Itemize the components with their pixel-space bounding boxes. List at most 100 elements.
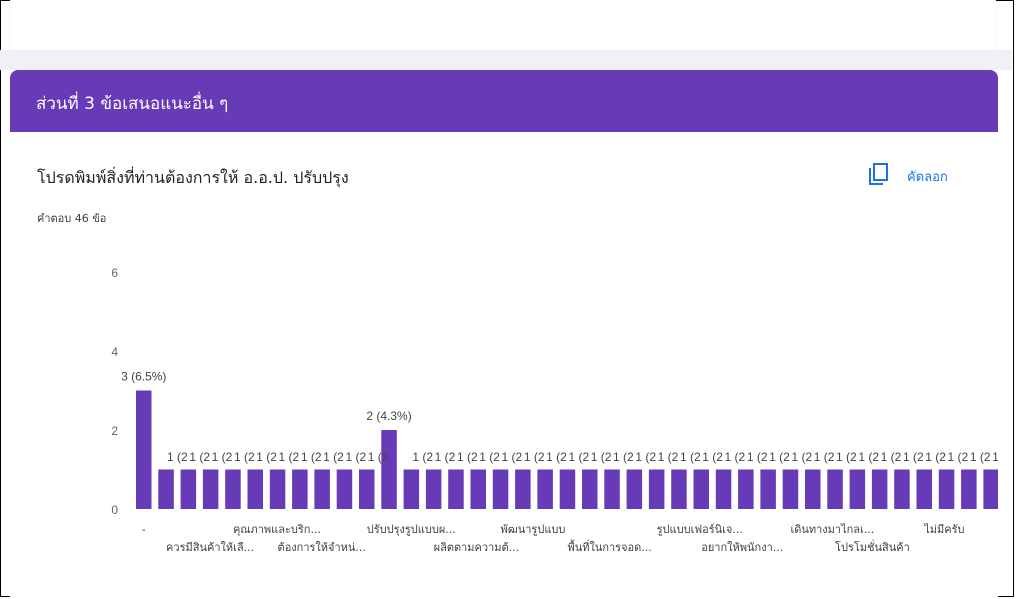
data-label: 1 (2 xyxy=(345,450,366,464)
category-label: พัฒนารูปแบบ xyxy=(501,523,566,536)
data-label: 1 (2 xyxy=(836,450,857,464)
data-label: 1 (2 xyxy=(814,450,835,464)
data-label: 1 (2 xyxy=(301,450,322,464)
data-label: 1 (2 xyxy=(680,450,701,464)
bar xyxy=(425,469,442,509)
bar xyxy=(180,469,197,509)
bar xyxy=(448,469,464,509)
category-label: โปรโมชั่นสินค้า xyxy=(835,539,910,554)
data-label: 1 (2 xyxy=(881,450,902,464)
bar xyxy=(961,469,977,509)
data-label: 1 (2 xyxy=(457,450,478,464)
bar xyxy=(983,469,998,509)
bar xyxy=(559,469,576,509)
bar xyxy=(470,469,486,509)
response-count: คำตอบ 46 ข้อ xyxy=(37,212,107,225)
bar xyxy=(492,469,509,509)
data-label: 1 (2 xyxy=(479,450,500,464)
bar xyxy=(292,469,308,509)
question-summary-card: โปรดพิมพ์สิ่งที่ท่านต้องการให้ อ.อ.ป. ปร… xyxy=(10,132,998,597)
bar xyxy=(626,469,643,509)
data-label: 1 (2 xyxy=(256,450,277,464)
data-label: 1 (2 xyxy=(167,450,188,464)
bar xyxy=(515,469,531,509)
bar xyxy=(738,469,754,509)
data-label: 1 (2 xyxy=(524,450,545,464)
bar xyxy=(336,469,353,509)
category-label: คุณภาพและบริก... xyxy=(233,523,321,536)
y-tick-label: 2 xyxy=(111,424,118,438)
data-label: 1 (2 xyxy=(212,450,233,464)
question-title: โปรดพิมพ์สิ่งที่ท่านต้องการให้ อ.อ.ป. ปร… xyxy=(37,168,349,187)
data-label: 1 (2 xyxy=(948,450,969,464)
data-label: 1 (2 xyxy=(591,450,612,464)
bar xyxy=(314,469,330,509)
bar xyxy=(247,469,263,509)
category-label: ต้องการให้จำหน่... xyxy=(278,541,366,554)
bar xyxy=(782,469,799,509)
bar xyxy=(202,469,219,509)
y-tick-label: 6 xyxy=(111,266,118,280)
data-label: 1 (2 xyxy=(412,450,433,464)
category-label: ผลิตตามความต้... xyxy=(434,541,520,554)
data-label: 3 (6.5%) xyxy=(121,370,166,384)
bar xyxy=(225,469,241,509)
bar xyxy=(269,469,286,509)
bar xyxy=(827,469,843,509)
copy-button[interactable]: คัดลอก xyxy=(867,160,977,190)
data-label: 1 (2 xyxy=(546,450,567,464)
bar xyxy=(938,469,955,509)
bar xyxy=(871,469,888,509)
data-label: 1 (2 xyxy=(925,450,946,464)
data-label: 1 (2 xyxy=(747,450,768,464)
section-header: ส่วนที่ 3 ข้อเสนอแนะอื่น ๆ xyxy=(10,70,998,132)
bar xyxy=(582,469,598,509)
bar xyxy=(158,469,174,509)
data-label: 1 (2 xyxy=(635,450,656,464)
data-label: 1 (2 xyxy=(858,450,879,464)
category-label: ปรับปรุงรูปแบบผ... xyxy=(367,523,456,536)
copy-label: คัดลอก xyxy=(907,170,948,185)
data-label: 1 (2 xyxy=(279,450,300,464)
data-label: 1 (2 xyxy=(992,450,998,464)
data-label: 2 (4.3%) xyxy=(366,409,411,423)
bar xyxy=(648,469,665,509)
bar xyxy=(805,469,821,509)
bar xyxy=(849,469,866,509)
data-label: 1 (2 xyxy=(189,450,210,464)
data-label: 1 (2 xyxy=(769,450,790,464)
section-title: ส่วนที่ 3 ข้อเสนอแนะอื่น ๆ xyxy=(36,94,229,114)
category-label: เดินทางมาไกลเ... xyxy=(790,523,874,536)
bar xyxy=(671,469,687,509)
data-label: 1 (2 xyxy=(702,450,723,464)
bar xyxy=(604,469,620,509)
bar xyxy=(760,469,776,509)
data-label: 1 (2 xyxy=(903,450,924,464)
data-label: 1 (2 xyxy=(502,450,523,464)
data-label: 1 (2 xyxy=(613,450,634,464)
category-label: ควรมีสินค้าให้เลื... xyxy=(166,541,254,554)
data-label: 1 (2 xyxy=(725,450,746,464)
data-label: 1 (2 xyxy=(234,450,255,464)
category-label: อยากให้พนักงา... xyxy=(701,541,783,554)
y-tick-label: 4 xyxy=(111,345,118,359)
bar xyxy=(359,469,375,509)
data-label: 1 (2 xyxy=(323,450,344,464)
data-label: 1 (2 xyxy=(435,450,456,464)
y-tick-label: 0 xyxy=(111,503,118,517)
page-background xyxy=(0,50,1012,70)
bar xyxy=(381,430,397,509)
data-label: 1 (2 xyxy=(791,450,812,464)
category-label: รูปแบบเฟอร์นิเจ... xyxy=(657,523,743,536)
bar xyxy=(537,469,553,509)
bar xyxy=(894,469,910,509)
category-label: พื้นที่ในการจอด... xyxy=(567,539,651,554)
bar xyxy=(693,469,709,509)
bar xyxy=(136,390,152,509)
data-label: 1 (2 xyxy=(568,450,589,464)
data-label: 1 (2 xyxy=(658,450,679,464)
category-label: ไม่มีครับ xyxy=(923,523,964,536)
previous-question-card xyxy=(10,0,996,51)
bar xyxy=(916,469,932,509)
